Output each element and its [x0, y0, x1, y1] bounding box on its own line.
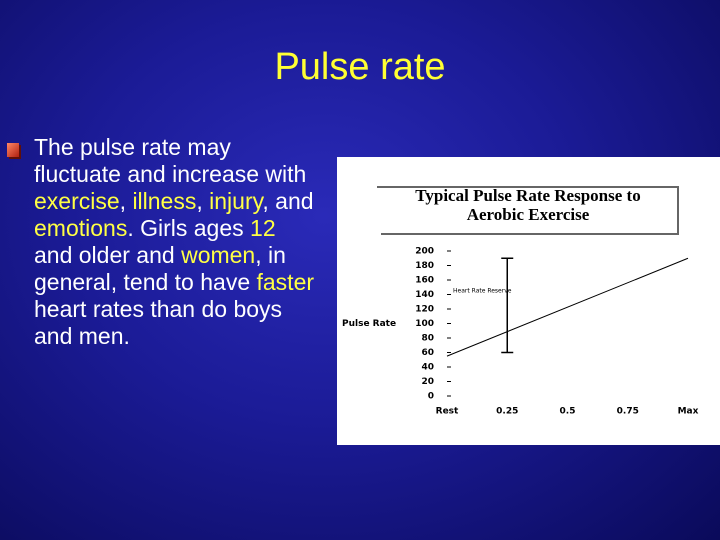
y-tick-label: 160: [415, 276, 434, 286]
title-frame: [377, 186, 679, 235]
highlight-text: faster: [256, 269, 315, 295]
chart-title: Typical Pulse Rate Response to: [415, 186, 640, 205]
y-tick-label: 120: [415, 305, 434, 315]
x-tick-label: 0.25: [496, 407, 518, 417]
reserve-label: Heart Rate Reserve: [453, 287, 512, 294]
highlight-text: women: [181, 242, 256, 268]
y-tick-label: 180: [415, 261, 434, 271]
y-tick-label: 100: [415, 319, 434, 329]
bullet-text: The pulse rate may fluctuate and increas…: [34, 134, 318, 350]
chart-background: [337, 157, 720, 445]
y-axis-label: Pulse Rate: [342, 319, 396, 329]
text-segment: ,: [119, 188, 133, 214]
text-segment: , and: [262, 188, 314, 214]
chart-title: Aerobic Exercise: [467, 205, 590, 224]
y-tick-label: 0: [428, 392, 434, 402]
pulse-line: [446, 257, 689, 357]
x-tick-label: Max: [678, 407, 699, 417]
y-tick-label: 140: [415, 290, 434, 300]
x-tick-label: Rest: [436, 407, 459, 417]
x-tick-label: 0.5: [560, 407, 576, 417]
text-segment: ,: [196, 188, 210, 214]
highlight-text: illness: [132, 188, 197, 214]
y-tick-label: 200: [415, 247, 434, 257]
y-tick-label: 60: [421, 348, 434, 358]
y-tick-label: 40: [421, 363, 434, 373]
y-tick-label: 20: [421, 377, 434, 387]
highlight-text: 12: [250, 215, 276, 241]
bullet-icon: [7, 143, 19, 157]
slide-title: Pulse rate: [274, 46, 446, 88]
y-tick-label: 80: [421, 334, 434, 344]
text-segment: heart rates than do boys and men.: [34, 296, 283, 349]
text-segment: , in general, tend to have: [34, 242, 286, 295]
text-segment: . Girls ages: [127, 215, 251, 241]
highlight-text: injury: [209, 188, 263, 214]
x-tick-label: 0.75: [617, 407, 639, 417]
text-segment: and older and: [34, 242, 182, 268]
text-segment: The pulse rate may fluctuate and increas…: [34, 134, 307, 187]
highlight-text: emotions: [34, 215, 128, 241]
highlight-text: exercise: [34, 188, 120, 214]
